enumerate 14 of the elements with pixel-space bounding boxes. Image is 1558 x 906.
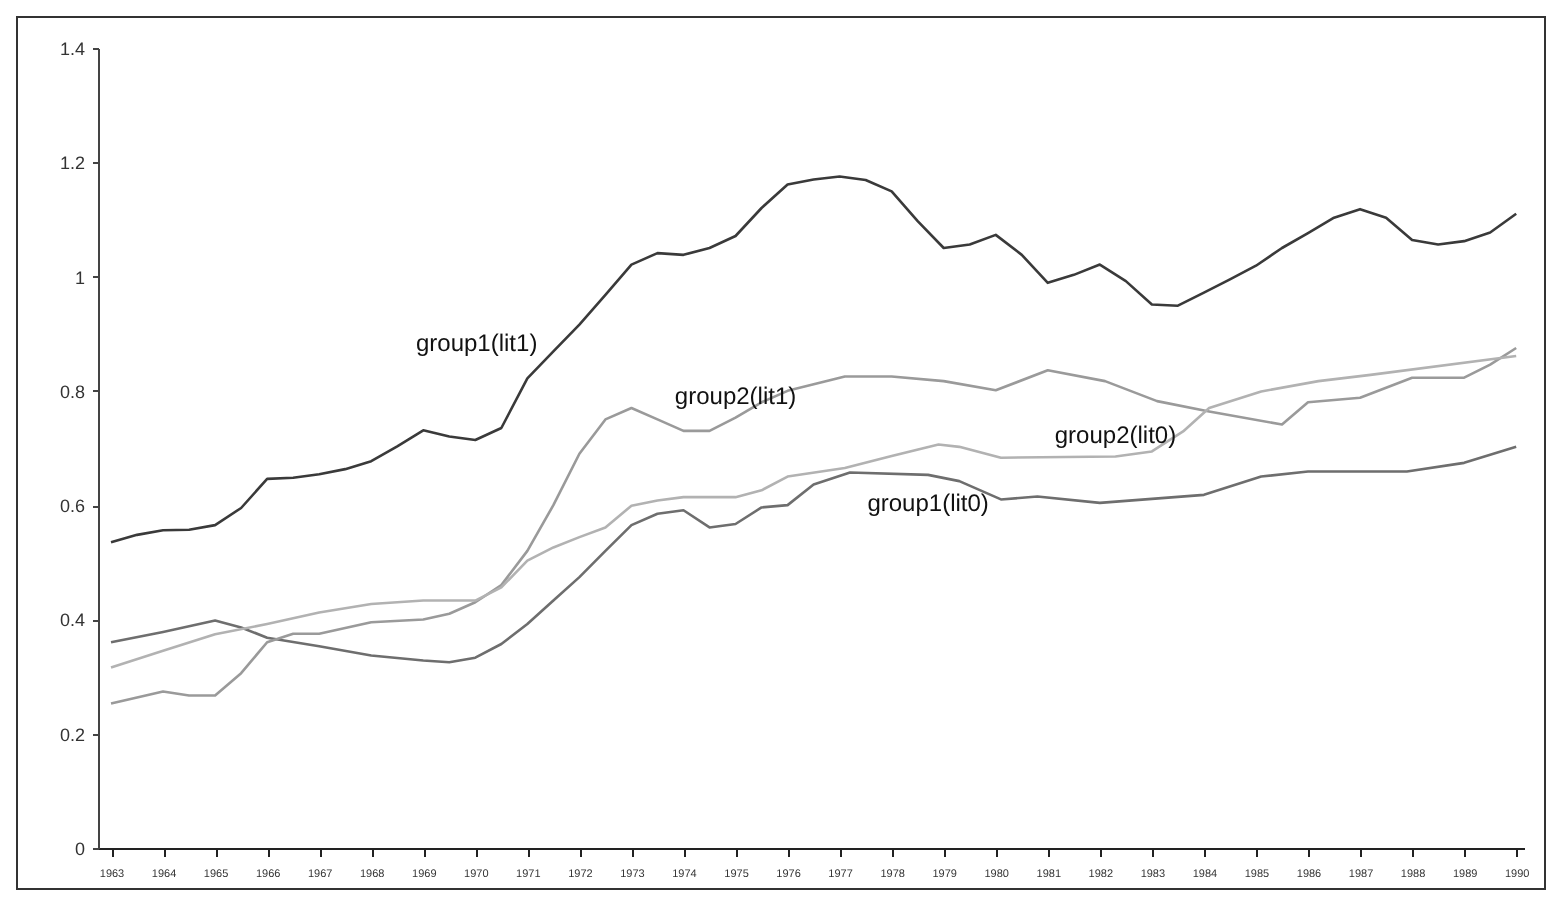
series-label: group2(lit1) (674, 381, 797, 410)
y-tick-label: 1.4 (59, 39, 85, 59)
y-tick-label: 1 (74, 267, 85, 288)
series-label: group1(lit0) (867, 488, 989, 517)
y-tick-label: 0.6 (59, 496, 85, 517)
series-label: group2(lit0) (1054, 420, 1177, 449)
y-tick-label: 0.2 (59, 724, 85, 745)
y-tick-label: 0.4 (59, 610, 85, 631)
series-label: group1(lit1) (415, 329, 538, 358)
y-tick-label: 0.8 (59, 381, 85, 402)
y-tick-label: 0 (74, 839, 85, 859)
line-series (109, 175, 1518, 544)
y-tick-label: 1.2 (59, 153, 85, 174)
line-series (109, 445, 1518, 664)
